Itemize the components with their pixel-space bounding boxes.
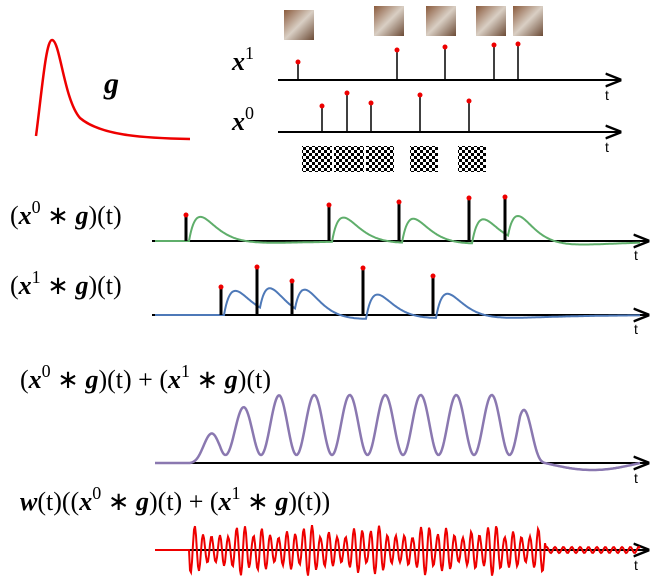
- formula-part: g: [84, 365, 98, 394]
- superscript: 1: [32, 267, 41, 287]
- x0-label: x0: [231, 103, 254, 136]
- formula-part: g: [74, 271, 88, 300]
- spike-dot: [368, 100, 374, 106]
- formula-part: x: [167, 365, 181, 394]
- spike-dot: [360, 265, 366, 271]
- spike-dot: [218, 284, 224, 290]
- formula-part: x: [18, 201, 32, 230]
- formula-part: g: [135, 487, 149, 516]
- weighted-label: w(t)((x0 ∗ g)(t) + (x1 ∗ g)(t)): [20, 483, 330, 516]
- spike-dot: [502, 194, 508, 200]
- spike-dot: [442, 44, 448, 50]
- spike-dot: [183, 212, 189, 218]
- sum-curve: [155, 393, 641, 472]
- axis-label: t: [605, 139, 609, 155]
- formula-part: (: [20, 365, 29, 394]
- spike-dot: [396, 199, 402, 205]
- formula-part: ∗: [101, 487, 136, 516]
- formula-part: x: [28, 365, 42, 394]
- formula-part: ∗: [241, 487, 276, 516]
- spike-dot: [466, 195, 472, 201]
- superscript: 1: [245, 43, 254, 63]
- spike-dot: [319, 103, 325, 109]
- superscript: 0: [42, 361, 51, 381]
- superscript: 1: [181, 361, 190, 381]
- spike-dot: [295, 59, 301, 65]
- conv-x1-label: (x1 ∗ g)(t): [10, 267, 122, 300]
- sum-label: (x0 ∗ g)(t) + (x1 ∗ g)(t): [20, 361, 271, 394]
- formula-part: ∗: [51, 365, 86, 394]
- formula-part: (t)((: [37, 487, 79, 516]
- superscript: 0: [32, 197, 41, 217]
- spike-dot: [417, 92, 423, 98]
- axis-label: t: [634, 321, 638, 337]
- spike-dot: [289, 278, 295, 284]
- axis-label: t: [634, 470, 638, 486]
- formula-part: (: [10, 271, 19, 300]
- formula-part: x: [78, 487, 92, 516]
- formula-part: )(t) + (: [149, 487, 219, 516]
- formula-part: g: [274, 487, 288, 516]
- superscript: 1: [232, 483, 241, 503]
- kernel-label: g: [103, 67, 119, 100]
- formula-part: (: [10, 201, 19, 230]
- x1-label: x1: [231, 43, 254, 76]
- spike-dot: [394, 47, 400, 53]
- spike-dot: [254, 264, 260, 270]
- formula-part: g: [74, 201, 88, 230]
- formula-part: ∗: [41, 271, 76, 300]
- conv-x0-label: (x0 ∗ g)(t): [10, 197, 122, 230]
- formula-part: x: [218, 487, 232, 516]
- axis-label: t: [634, 557, 638, 573]
- spike-dot: [515, 41, 521, 47]
- response-curve: [155, 287, 641, 320]
- formula-part: )(t): [88, 201, 121, 230]
- spike-dot: [326, 202, 332, 208]
- formula-part: x: [231, 107, 245, 136]
- kernel-curve: [34, 38, 191, 141]
- spike-dot: [491, 42, 497, 48]
- formula-part: )(t): [88, 271, 121, 300]
- formula-part: w: [20, 487, 38, 516]
- formula-part: )(t): [238, 365, 271, 394]
- formula-part: x: [18, 271, 32, 300]
- spike-dot: [430, 273, 436, 279]
- thumbnails: [284, 6, 543, 40]
- response-curve: [155, 214, 640, 246]
- axis-label: t: [634, 247, 638, 263]
- checkerboards: [302, 146, 486, 172]
- formula-part: ∗: [41, 201, 76, 230]
- formula-part: ∗: [190, 365, 225, 394]
- superscript: 0: [245, 103, 254, 123]
- axis-label: t: [605, 87, 609, 103]
- formula-part: )(t) + (: [98, 365, 168, 394]
- formula-part: )(t)): [288, 487, 330, 516]
- superscript: 0: [92, 483, 101, 503]
- formula-part: g: [224, 365, 238, 394]
- spike-dot: [344, 90, 350, 96]
- spike-dot: [466, 98, 472, 104]
- formula-part: x: [231, 47, 245, 76]
- weighted-curve: [155, 524, 641, 576]
